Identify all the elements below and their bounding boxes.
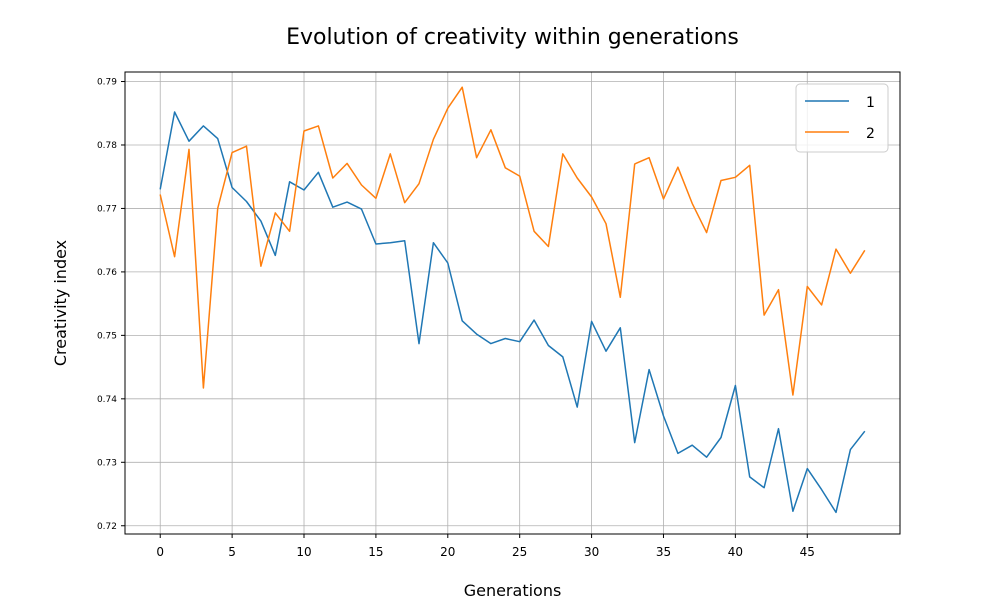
y-tick-label: 0.76 xyxy=(97,268,117,278)
series-line-2 xyxy=(159,86,866,396)
x-tick-label: 20 xyxy=(440,545,455,559)
y-axis-label: Creativity index xyxy=(51,240,70,366)
x-tick-label: 5 xyxy=(228,545,236,559)
series-line-1 xyxy=(159,111,866,514)
plot-frame xyxy=(124,71,901,535)
legend-label-1: 1 xyxy=(866,95,875,111)
y-tick-label: 0.74 xyxy=(97,395,117,405)
legend: 12 xyxy=(795,83,889,153)
y-tick-label: 0.79 xyxy=(97,78,117,88)
y-tick-label: 0.73 xyxy=(97,458,117,468)
series-layer xyxy=(159,86,866,514)
y-tick-label: 0.78 xyxy=(97,141,117,151)
x-tick-label: 10 xyxy=(296,545,311,559)
y-tick-label: 0.72 xyxy=(97,522,117,532)
x-tick-label: 45 xyxy=(800,545,815,559)
grid xyxy=(125,72,900,534)
y-axis: 0.72 0.73 0.74 0.75 0.76 0.77 0.78 0.79 xyxy=(97,78,125,532)
x-axis-label: Generations xyxy=(464,581,562,600)
x-tick-label: 35 xyxy=(656,545,671,559)
x-axis: 0 5 10 15 20 25 30 35 40 45 xyxy=(156,534,815,559)
chart-title: Evolution of creativity within generatio… xyxy=(286,25,739,50)
x-tick-label: 0 xyxy=(156,545,164,559)
x-tick-label: 15 xyxy=(368,545,383,559)
legend-label-2: 2 xyxy=(866,126,875,142)
x-tick-label: 40 xyxy=(728,545,743,559)
y-tick-label: 0.77 xyxy=(97,204,117,214)
y-tick-label: 0.75 xyxy=(97,331,117,341)
x-tick-label: 25 xyxy=(512,545,527,559)
x-tick-label: 30 xyxy=(584,545,599,559)
